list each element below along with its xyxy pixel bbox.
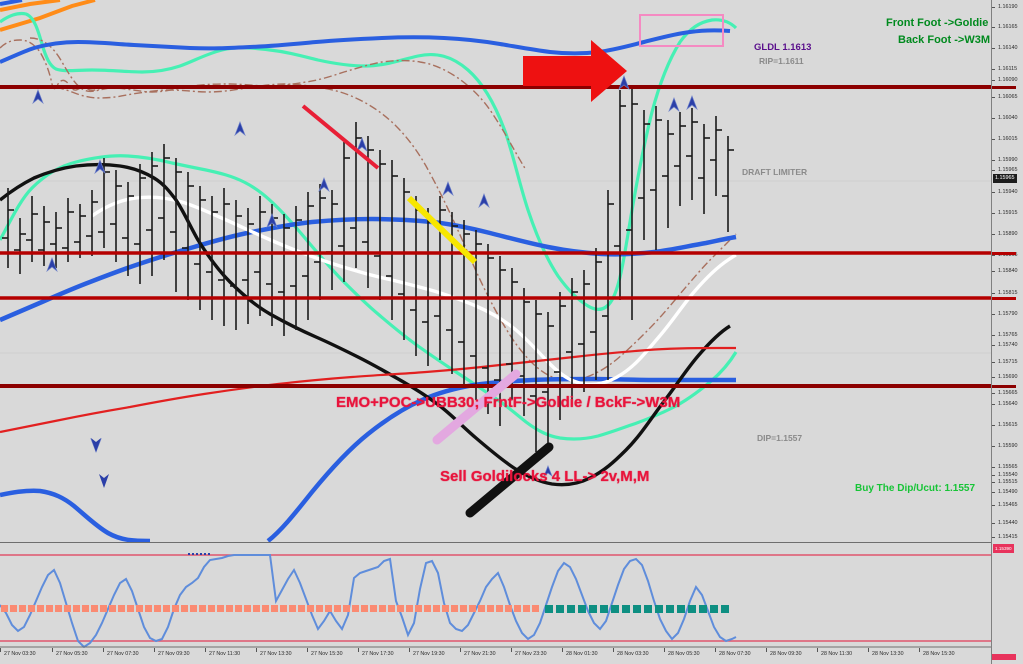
band-spring-green-lower <box>0 154 738 441</box>
indicator-pane[interactable] <box>0 543 991 649</box>
time-tick: 27 Nov 23:30 <box>511 648 547 657</box>
time-tick: 27 Nov 09:30 <box>154 648 190 657</box>
pink-rectangle[interactable] <box>639 14 724 47</box>
price-tick: 1.16115 <box>992 64 1017 74</box>
axis-level-marker <box>992 297 1016 300</box>
price-tick: 1.15540 <box>992 470 1018 480</box>
price-tick: 1.15840 <box>992 266 1018 276</box>
time-tick: 27 Nov 07:30 <box>103 648 139 657</box>
time-tick: 28 Nov 05:30 <box>664 648 700 657</box>
red-right-arrow <box>523 40 627 102</box>
price-tick: 1.16065 <box>992 92 1018 102</box>
annotation-front-foot: Front Foot ->Goldie <box>886 17 989 29</box>
time-tick: 27 Nov 11:30 <box>204 648 241 657</box>
time-tick: 27 Nov 19:30 <box>409 648 445 657</box>
band-brown-dashdot-lower <box>39 83 737 382</box>
price-chart-svg <box>0 0 991 544</box>
price-tick: 1.15665 <box>992 388 1018 398</box>
annotation-gldl: GLDL 1.1613 <box>754 42 812 53</box>
axis-level-marker <box>992 86 1016 89</box>
blue-arrow-markers <box>32 75 698 488</box>
price-tick: 1.16090 <box>992 75 1018 85</box>
price-tick: 1.15440 <box>992 518 1018 528</box>
ma-orange-line <box>0 0 96 32</box>
price-tick: 1.15515 <box>992 477 1018 487</box>
price-tick: 1.16015 <box>992 134 1018 144</box>
annotation-rip: RIP=1.1611 <box>759 56 804 66</box>
price-tick: 1.16190 <box>992 2 1018 12</box>
red-down-trendline <box>301 104 380 170</box>
annotation-sell-goldilocks: Sell Goldilocks 4 LL-> 2v,M,M <box>440 468 650 485</box>
price-tick: 1.15815 <box>992 288 1018 298</box>
time-tick: 27 Nov 03:30 <box>0 648 36 657</box>
time-tick: 28 Nov 13:30 <box>868 648 904 657</box>
price-tick: 1.15715 <box>992 357 1018 367</box>
price-tick: 1.15615 <box>992 420 1018 430</box>
ma-blue-thick-upper <box>0 28 731 64</box>
indicator-histogram <box>1 605 729 613</box>
time-tick: 28 Nov 01:30 <box>562 648 598 657</box>
time-tick: 28 Nov 11:30 <box>816 648 853 657</box>
ema-black-line <box>0 162 731 487</box>
violet-up-trendline <box>432 369 521 445</box>
axis-marker-badge-2 <box>992 654 1016 660</box>
price-tick: 1.15415 <box>992 532 1018 542</box>
axis-level-marker <box>992 385 1016 388</box>
black-down-trendline <box>465 442 554 518</box>
price-ohlc-bars <box>2 88 734 452</box>
price-tick: 1.15640 <box>992 399 1018 409</box>
ma-blue-thick-bottom <box>0 488 151 544</box>
price-tick: 1.15790 <box>992 309 1018 319</box>
price-tick: 1.15890 <box>992 229 1018 239</box>
annotation-dip: DIP=1.1557 <box>757 433 803 443</box>
annotation-emo-poc: EMO+POC->UBB30; FrntF->Goldie / BckF->W3… <box>336 394 681 411</box>
price-tick: 1.15865 <box>992 250 1018 260</box>
axis-marker-badge: 1.15390 <box>993 544 1014 553</box>
time-tick: 27 Nov 17:30 <box>358 648 394 657</box>
soft-gridlines <box>0 180 991 354</box>
price-tick: 1.15565 <box>992 462 1018 472</box>
current-price-label: 1.15965 <box>993 174 1017 183</box>
annotation-draft-limiter: DRAFT LIMITER <box>742 167 808 177</box>
price-axis[interactable]: 1.16190 1.16165 1.16140 1.16115 1.16090 … <box>991 0 1023 664</box>
price-tick: 1.15690 <box>992 372 1018 382</box>
drawn-shapes[interactable] <box>301 40 627 518</box>
time-axis[interactable]: 27 Nov 03:30 27 Nov 05:30 27 Nov 07:30 2… <box>0 648 991 664</box>
time-tick: 28 Nov 07:30 <box>715 648 751 657</box>
time-tick: 28 Nov 15:30 <box>919 648 955 657</box>
yellow-down-trendline <box>406 195 478 265</box>
annotation-back-foot: Back Foot ->W3M <box>898 34 990 46</box>
trend-red-thin <box>0 346 736 434</box>
price-tick: 1.15590 <box>992 441 1018 451</box>
time-tick: 27 Nov 15:30 <box>307 648 343 657</box>
axis-level-marker <box>992 252 1016 255</box>
indicator-oscillator-line <box>0 554 737 649</box>
price-tick: 1.15740 <box>992 340 1018 350</box>
time-tick: 27 Nov 13:30 <box>256 648 292 657</box>
indicator-svg <box>0 553 991 649</box>
price-chart-pane[interactable]: Front Foot ->Goldie Back Foot ->W3M GLDL… <box>0 0 991 544</box>
pane-separator <box>0 542 991 543</box>
price-tick: 1.15465 <box>992 500 1018 510</box>
price-tick: 1.16040 <box>992 113 1018 123</box>
price-tick: 1.15990 <box>992 155 1018 165</box>
price-tick: 1.16140 <box>992 43 1018 53</box>
band-spring-green-upper <box>0 11 738 311</box>
price-tick: 1.15765 <box>992 330 1018 340</box>
price-tick: 1.15490 <box>992 487 1018 497</box>
price-tick: 1.15915 <box>992 208 1018 218</box>
price-tick: 1.15940 <box>992 187 1018 197</box>
time-tick: 28 Nov 09:30 <box>766 648 802 657</box>
price-tick: 1.16165 <box>992 22 1018 32</box>
time-tick: 28 Nov 03:30 <box>613 648 649 657</box>
price-tick: 1.15965 <box>992 165 1018 175</box>
time-tick: 27 Nov 21:30 <box>460 648 496 657</box>
time-tick: 27 Nov 05:30 <box>52 648 88 657</box>
annotation-buy-the-dip: Buy The Dip/Ucut: 1.1557 <box>855 483 976 494</box>
